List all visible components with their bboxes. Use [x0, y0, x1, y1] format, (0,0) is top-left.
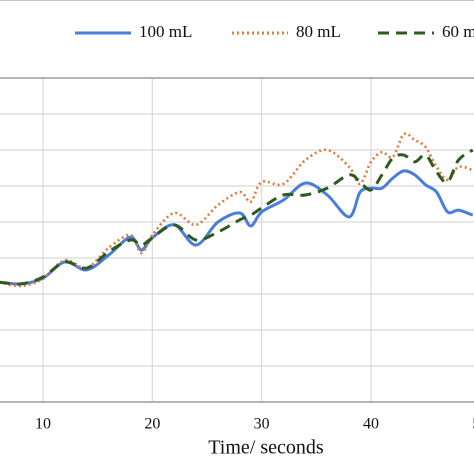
x-tick-label: 20 [144, 416, 160, 433]
plot-frame [0, 77, 474, 403]
x-tick-label: 40 [363, 416, 379, 433]
legend-label: 100 mL [139, 22, 192, 41]
legend-label: 60 mL [442, 22, 474, 41]
line-series [0, 148, 474, 286]
x-tick-label: 30 [254, 416, 270, 433]
line-series [0, 132, 474, 288]
line-series [0, 169, 474, 286]
legend-label: 80 mL [296, 22, 341, 41]
x-axis-title: Time/ seconds [208, 437, 324, 459]
x-tick-label: 50 [472, 416, 474, 433]
x-tick-label: 10 [35, 416, 51, 433]
